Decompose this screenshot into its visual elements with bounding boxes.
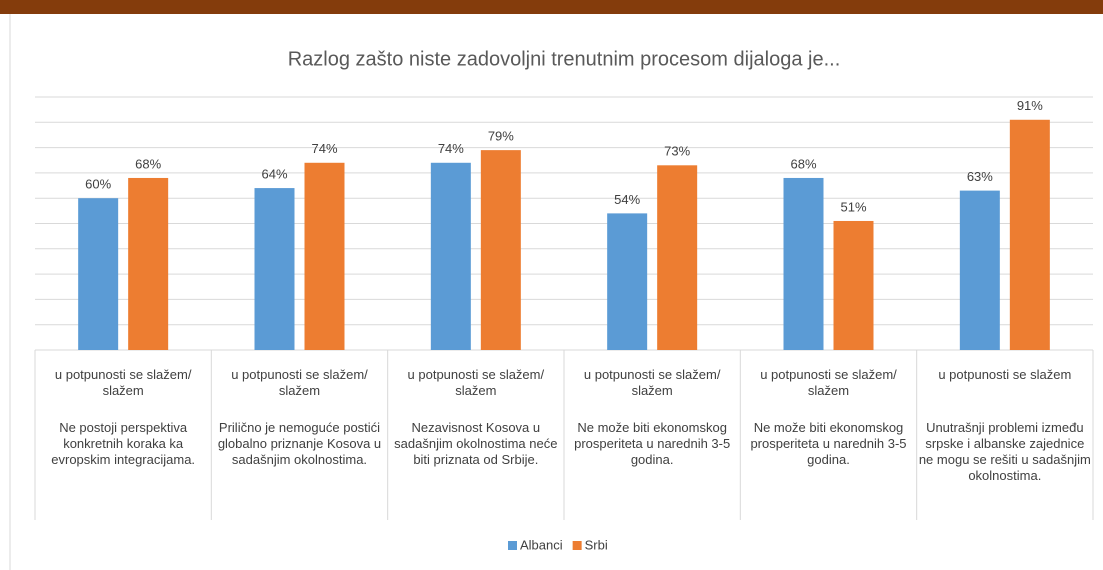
bar (304, 162, 345, 350)
data-label: 74% (438, 141, 464, 156)
legend-label: Albanci (520, 537, 563, 552)
category-group-label: Prilično je nemoguće postići globalno pr… (217, 420, 382, 467)
bar (430, 162, 471, 350)
x-tick-label: u potpunosti se slažem/ slažem (54, 367, 192, 398)
data-label: 68% (790, 156, 816, 171)
bar (254, 188, 295, 350)
category-group-label: Nezavisnost Kosova u sadašnjim okolnosti… (394, 420, 558, 467)
bar (128, 177, 169, 350)
data-label: 64% (261, 167, 287, 182)
data-label: 54% (614, 192, 640, 207)
category-group-label: Ne može biti ekonomskog prosperiteta u n… (574, 420, 731, 467)
data-label: 73% (664, 144, 690, 159)
bar (959, 190, 1000, 350)
data-label: 63% (967, 169, 993, 184)
bar (607, 213, 648, 350)
data-label: 51% (840, 199, 866, 214)
data-label: 91% (1017, 98, 1043, 113)
category-group-label: Ne može biti ekonomskog prosperiteta u n… (750, 420, 907, 467)
x-tick-label: u potpunosti se slažem/ slažem (231, 367, 368, 398)
category-group-label: Ne postoji perspektiva konkretnih koraka… (51, 420, 196, 467)
data-label: 60% (85, 177, 111, 192)
bar (657, 165, 698, 350)
legend-swatch (572, 541, 582, 550)
bar (1009, 119, 1050, 351)
data-label: 79% (488, 129, 514, 144)
bar (78, 198, 119, 350)
bar (833, 220, 874, 350)
bar (480, 150, 521, 350)
top-bar (0, 0, 1103, 14)
data-label: 68% (135, 156, 161, 171)
bar (783, 177, 824, 350)
data-label: 74% (311, 141, 337, 156)
legend-label: Srbi (585, 537, 608, 552)
category-group-label: Unutrašnji problemi između srpske i alba… (918, 420, 1091, 483)
x-tick-label: u potpunosti se slažem (938, 367, 1072, 382)
x-tick-label: u potpunosti se slažem/ slažem (407, 367, 545, 398)
legend-swatch (508, 541, 517, 550)
x-tick-label: u potpunosti se slažem/ slažem (583, 367, 721, 398)
chart-title: Razlog zašto niste zadovoljni trenutnim … (288, 48, 841, 70)
x-tick-label: u potpunosti se slažem/ slažem (760, 367, 897, 398)
